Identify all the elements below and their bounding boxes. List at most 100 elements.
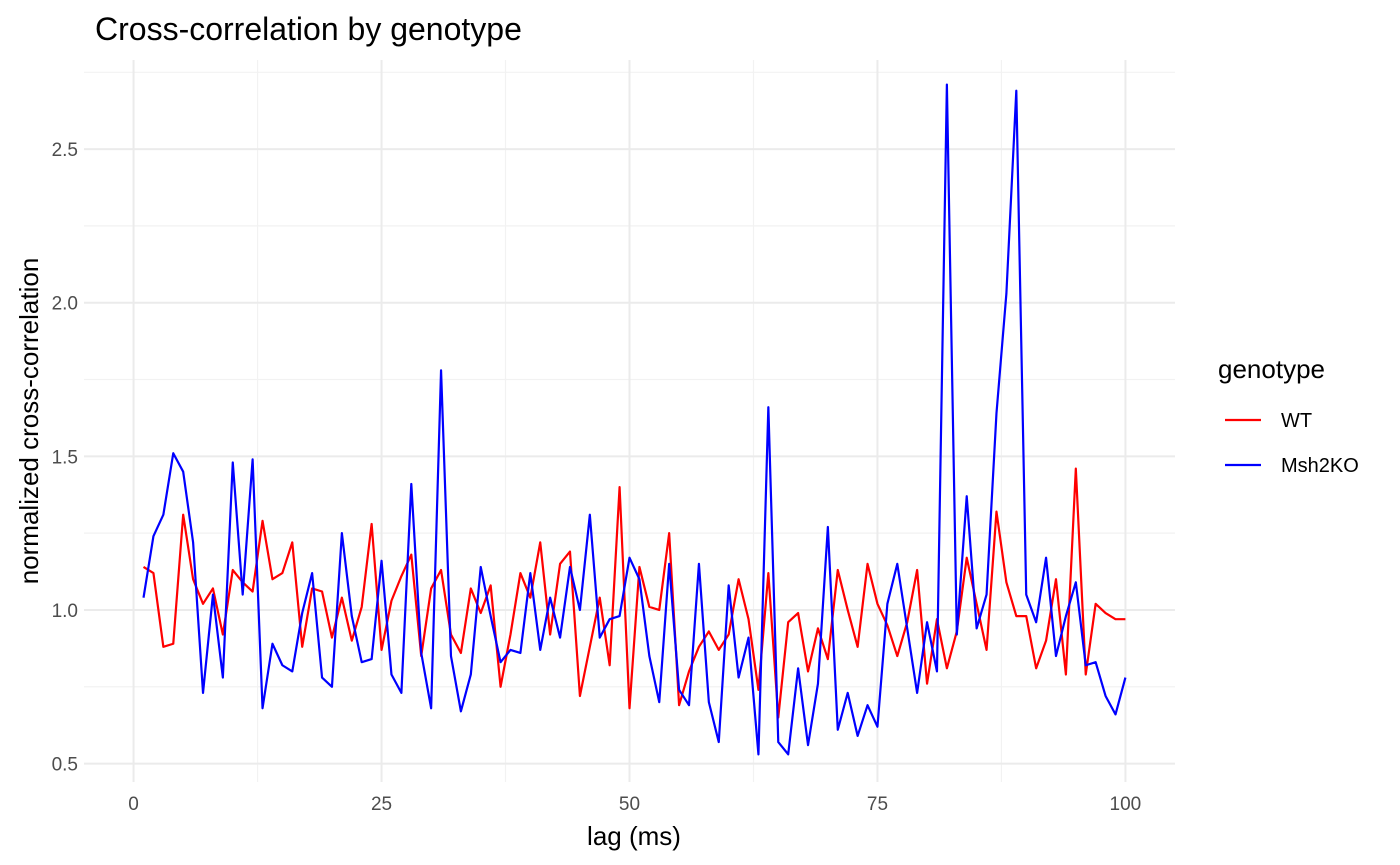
data-point-msh2ko — [1114, 713, 1116, 715]
data-point-msh2ko — [529, 572, 531, 574]
data-point-msh2ko — [1104, 695, 1106, 697]
data-point-msh2ko — [1005, 292, 1007, 294]
data-point-wt — [727, 633, 729, 635]
data-point-wt — [856, 646, 858, 648]
data-point-msh2ko — [668, 563, 670, 565]
legend: genotype WT Msh2KO — [1218, 354, 1359, 477]
data-point-wt — [460, 652, 462, 654]
data-point-msh2ko — [718, 741, 720, 743]
y-axis-title: normalized cross-correlation — [14, 258, 44, 585]
data-point-wt — [410, 553, 412, 555]
data-point-msh2ko — [182, 470, 184, 472]
data-point-wt — [192, 578, 194, 580]
data-point-msh2ko — [460, 710, 462, 712]
data-point-msh2ko — [579, 609, 581, 611]
data-point-msh2ko — [380, 560, 382, 562]
data-point-msh2ko — [499, 661, 501, 663]
data-point-msh2ko — [737, 676, 739, 678]
data-point-wt — [480, 612, 482, 614]
data-point-msh2ko — [975, 627, 977, 629]
data-point-wt — [271, 578, 273, 580]
data-point-wt — [519, 572, 521, 574]
data-point-wt — [708, 630, 710, 632]
data-point-wt — [946, 667, 948, 669]
data-point-wt — [331, 636, 333, 638]
data-point-wt — [916, 569, 918, 571]
data-point-msh2ko — [152, 535, 154, 537]
data-point-msh2ko — [936, 670, 938, 672]
data-point-msh2ko — [400, 692, 402, 694]
data-point-msh2ko — [757, 753, 759, 755]
data-point-msh2ko — [727, 584, 729, 586]
data-point-wt — [579, 695, 581, 697]
x-axis-title: lag (ms) — [587, 821, 681, 851]
data-point-wt — [321, 590, 323, 592]
data-point-wt — [361, 606, 363, 608]
data-point-msh2ko — [995, 412, 997, 414]
data-point-msh2ko — [1015, 90, 1017, 92]
data-point-wt — [370, 523, 372, 525]
data-point-wt — [261, 520, 263, 522]
data-point-wt — [747, 618, 749, 620]
data-point-msh2ko — [876, 726, 878, 728]
data-point-msh2ko — [480, 566, 482, 568]
data-point-wt — [638, 566, 640, 568]
data-point-msh2ko — [638, 578, 640, 580]
data-point-msh2ko — [162, 514, 164, 516]
data-point-wt — [351, 639, 353, 641]
data-point-wt — [837, 569, 839, 571]
data-point-msh2ko — [549, 596, 551, 598]
data-point-msh2ko — [827, 526, 829, 528]
data-point-wt — [797, 612, 799, 614]
axis-ticks: 0 25 50 75 100 0.5 1.0 1.5 2.0 2.5 — [52, 140, 1142, 815]
data-point-msh2ko — [351, 615, 353, 617]
data-point-msh2ko — [1035, 621, 1037, 623]
data-point-wt — [1045, 639, 1047, 641]
data-point-wt — [866, 563, 868, 565]
data-point-wt — [212, 587, 214, 589]
data-point-msh2ko — [1055, 655, 1057, 657]
data-point-wt — [559, 563, 561, 565]
data-point-wt — [718, 649, 720, 651]
data-point-msh2ko — [222, 676, 224, 678]
data-point-wt — [499, 686, 501, 688]
data-point-msh2ko — [817, 682, 819, 684]
data-point-wt — [1085, 673, 1087, 675]
data-point-msh2ko — [648, 655, 650, 657]
series-line-wt — [142, 467, 1126, 719]
data-point-msh2ko — [896, 563, 898, 565]
data-point-msh2ko — [589, 514, 591, 516]
data-point-wt — [390, 600, 392, 602]
data-point-msh2ko — [559, 636, 561, 638]
data-point-wt — [628, 707, 630, 709]
data-point-wt — [1015, 615, 1017, 617]
data-point-wt — [152, 572, 154, 574]
data-point-wt — [430, 587, 432, 589]
data-point-wt — [599, 596, 601, 598]
series-points-msh2ko — [142, 83, 1126, 755]
data-point-msh2ko — [430, 707, 432, 709]
data-point-msh2ko — [321, 676, 323, 678]
data-point-wt — [162, 646, 164, 648]
data-point-msh2ko — [450, 655, 452, 657]
data-point-wt — [440, 569, 442, 571]
data-point-msh2ko — [569, 566, 571, 568]
data-point-msh2ko — [192, 541, 194, 543]
y-tick-label: 1.0 — [52, 601, 78, 622]
data-point-wt — [1124, 618, 1126, 620]
data-point-msh2ko — [678, 689, 680, 691]
chart-title: Cross-correlation by genotype — [95, 11, 522, 47]
plot-series — [142, 83, 1127, 756]
data-point-wt — [817, 627, 819, 629]
x-tick-label: 0 — [128, 794, 139, 815]
data-point-wt — [658, 609, 660, 611]
data-point-msh2ko — [331, 686, 333, 688]
data-point-msh2ko — [489, 615, 491, 617]
data-point-wt — [678, 704, 680, 706]
data-point-msh2ko — [787, 753, 789, 755]
data-point-msh2ko — [708, 701, 710, 703]
data-point-wt — [1065, 673, 1067, 675]
data-point-msh2ko — [311, 572, 313, 574]
data-point-wt — [648, 606, 650, 608]
data-point-msh2ko — [291, 670, 293, 672]
